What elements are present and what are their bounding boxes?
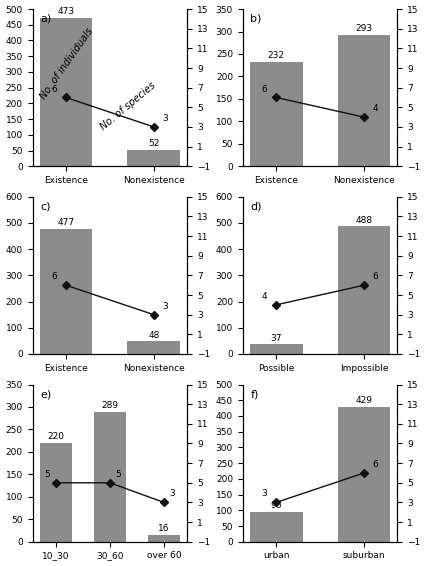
Bar [338,35,391,166]
Bar [40,18,92,166]
Text: f): f) [250,389,259,399]
Text: 52: 52 [148,139,159,148]
Bar [127,341,180,354]
Text: 293: 293 [356,24,373,33]
Bar [250,344,302,354]
Text: a): a) [40,14,52,24]
Text: 473: 473 [58,7,75,16]
Text: 3: 3 [262,490,268,499]
Text: 16: 16 [158,524,170,533]
Text: 6: 6 [52,272,57,281]
Bar [250,62,302,166]
Text: 6: 6 [262,84,268,93]
Text: 6: 6 [52,84,57,93]
Bar [127,150,180,166]
Bar [338,226,391,354]
Text: 48: 48 [148,331,159,340]
Text: 3: 3 [170,490,175,499]
Text: 6: 6 [373,460,379,469]
Bar [250,512,302,542]
Bar [94,412,126,542]
Bar [40,443,72,542]
Text: 3: 3 [163,114,168,123]
Bar [40,229,92,354]
Text: 488: 488 [356,216,373,225]
Text: 429: 429 [356,396,373,405]
Text: d): d) [250,201,262,212]
Text: e): e) [40,389,52,399]
Text: No. of species: No. of species [99,80,158,132]
Bar [148,534,180,542]
Bar [338,407,391,542]
Text: 477: 477 [58,218,75,228]
Text: 3: 3 [163,302,168,311]
Text: 232: 232 [268,52,285,61]
Text: 4: 4 [373,104,378,113]
Text: 96: 96 [271,501,282,510]
Text: 4: 4 [262,292,268,301]
Text: 37: 37 [271,334,282,343]
Text: 289: 289 [101,401,118,410]
Text: 5: 5 [45,470,50,479]
Text: 6: 6 [373,272,379,281]
Text: 5: 5 [115,470,121,479]
Text: c): c) [40,201,51,212]
Text: No. of individuals: No. of individuals [38,27,95,102]
Text: b): b) [250,14,262,24]
Text: 220: 220 [47,432,64,441]
